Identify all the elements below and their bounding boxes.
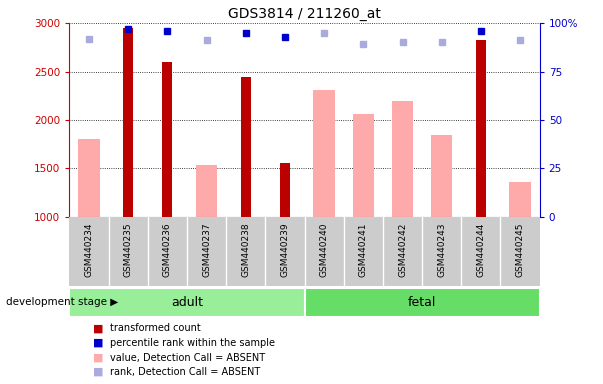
Text: transformed count: transformed count: [110, 323, 201, 333]
Bar: [392, 101, 413, 217]
Bar: [78, 139, 99, 217]
Text: GSM440242: GSM440242: [398, 222, 407, 277]
Bar: [162, 62, 172, 217]
Text: ■: ■: [93, 367, 104, 377]
Text: GSM440235: GSM440235: [124, 222, 133, 277]
Text: adult: adult: [171, 296, 203, 309]
Text: GSM440238: GSM440238: [241, 222, 250, 277]
Bar: [510, 182, 531, 217]
Bar: [123, 28, 133, 217]
Text: GSM440236: GSM440236: [163, 222, 172, 277]
Title: GDS3814 / 211260_at: GDS3814 / 211260_at: [228, 7, 381, 21]
Text: ■: ■: [93, 323, 104, 333]
Text: GSM440244: GSM440244: [476, 222, 485, 277]
Text: GSM440237: GSM440237: [202, 222, 211, 277]
Text: value, Detection Call = ABSENT: value, Detection Call = ABSENT: [110, 353, 265, 362]
Text: GSM440239: GSM440239: [280, 222, 289, 277]
Text: development stage ▶: development stage ▶: [6, 297, 118, 308]
Bar: [314, 90, 335, 217]
Text: ■: ■: [93, 338, 104, 348]
Bar: [476, 40, 486, 217]
Bar: [431, 134, 452, 217]
Text: GSM440234: GSM440234: [84, 222, 93, 277]
Bar: [196, 165, 217, 217]
Text: GSM440245: GSM440245: [516, 222, 525, 277]
Text: GSM440240: GSM440240: [320, 222, 329, 277]
Text: rank, Detection Call = ABSENT: rank, Detection Call = ABSENT: [110, 367, 260, 377]
Bar: [69, 288, 305, 317]
Text: fetal: fetal: [408, 296, 437, 309]
Bar: [305, 288, 540, 317]
Text: GSM440241: GSM440241: [359, 222, 368, 277]
Bar: [353, 114, 374, 217]
Bar: [280, 163, 290, 217]
Text: percentile rank within the sample: percentile rank within the sample: [110, 338, 276, 348]
Bar: [241, 77, 251, 217]
Text: GSM440243: GSM440243: [437, 222, 446, 277]
Text: ■: ■: [93, 353, 104, 362]
